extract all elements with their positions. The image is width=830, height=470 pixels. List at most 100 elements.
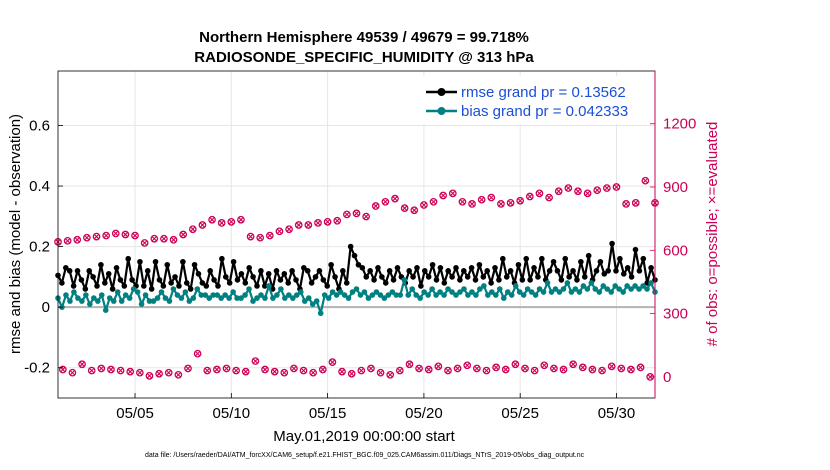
series-point xyxy=(605,268,611,274)
obs-evaluated-marker xyxy=(637,364,644,370)
series-point xyxy=(156,277,163,283)
obs-evaluated-marker xyxy=(498,201,504,207)
series-point xyxy=(234,277,241,283)
obs-possible-marker xyxy=(169,235,178,244)
obs-evaluated-marker xyxy=(527,193,533,200)
series-point xyxy=(441,292,447,298)
series-point xyxy=(469,289,475,295)
series-point xyxy=(238,271,245,277)
obs-possible-marker xyxy=(294,221,303,229)
series-point xyxy=(226,280,233,286)
obs-possible-marker xyxy=(92,232,101,241)
obs-possible-marker xyxy=(583,189,592,198)
series-point xyxy=(461,268,467,274)
series-point xyxy=(389,289,396,295)
series-point xyxy=(309,301,316,307)
obs-evaluated-marker xyxy=(402,205,408,211)
series-point xyxy=(125,255,132,262)
obs-evaluated-marker xyxy=(233,367,239,374)
obs-possible-marker xyxy=(198,221,207,229)
series-point xyxy=(566,274,572,280)
obs-evaluated-marker xyxy=(238,217,244,223)
obs-evaluated-marker xyxy=(633,200,639,206)
series-point xyxy=(254,283,260,289)
series-point xyxy=(601,271,608,277)
y-right-axis-label: # of obs: o=possible; ×=evaluated xyxy=(704,122,721,347)
obs-evaluated-marker xyxy=(300,367,307,374)
obs-possible-marker xyxy=(424,365,433,374)
series-point xyxy=(616,286,622,292)
series-point xyxy=(190,295,197,301)
series-point xyxy=(226,295,232,301)
obs-evaluated-marker xyxy=(65,238,71,244)
obs-evaluated-marker xyxy=(349,371,355,377)
series-point xyxy=(137,258,143,265)
series-point xyxy=(67,298,73,304)
legend-background xyxy=(420,76,646,124)
obs-evaluated-marker xyxy=(156,371,162,377)
obs-evaluated-marker xyxy=(522,365,528,372)
series-point xyxy=(238,295,244,301)
obs-possible-marker xyxy=(222,364,231,373)
obs-evaluated-marker xyxy=(426,366,432,373)
obs-possible-marker xyxy=(497,200,505,208)
obs-possible-marker xyxy=(492,363,500,372)
y-right-tick-label: 1200 xyxy=(663,116,696,133)
series-point xyxy=(473,292,479,298)
series-point xyxy=(405,292,412,298)
series-point xyxy=(313,298,320,304)
series-point xyxy=(397,292,404,298)
obs-evaluated-marker xyxy=(175,372,181,378)
series-point xyxy=(453,292,459,298)
obs-possible-marker xyxy=(63,236,72,245)
series-point xyxy=(194,286,201,292)
series-point xyxy=(343,280,350,286)
series-point xyxy=(457,277,463,283)
obs-possible-marker xyxy=(280,368,289,377)
series-point xyxy=(437,289,443,295)
obs-count-series xyxy=(54,176,659,381)
series-point xyxy=(597,258,604,265)
obs-possible-marker xyxy=(400,204,409,212)
obs-possible-marker xyxy=(564,184,573,192)
series-point xyxy=(63,265,69,271)
obs-evaluated-marker xyxy=(190,226,196,232)
obs-series xyxy=(54,176,659,247)
obs-possible-marker xyxy=(164,368,173,377)
obs-possible-marker xyxy=(429,197,438,206)
series-point xyxy=(162,295,169,301)
series-point xyxy=(620,289,626,295)
obs-evaluated-marker xyxy=(474,365,480,372)
series-point xyxy=(82,286,89,292)
obs-evaluated-marker xyxy=(209,217,215,223)
obs-possible-marker xyxy=(501,365,510,374)
series-point xyxy=(568,289,575,295)
obs-possible-marker xyxy=(97,364,106,373)
series-point xyxy=(109,286,116,292)
obs-evaluated-marker xyxy=(146,373,153,379)
obs-evaluated-marker xyxy=(551,365,557,372)
series-point xyxy=(535,274,541,280)
series-point xyxy=(445,268,451,274)
series-point xyxy=(574,277,580,283)
series-point xyxy=(130,286,137,292)
series-point xyxy=(585,252,592,259)
series-point xyxy=(528,289,535,295)
series-point xyxy=(297,289,304,295)
obs-possible-marker xyxy=(588,365,597,374)
obs-evaluated-marker xyxy=(69,370,76,376)
bias-series xyxy=(55,277,658,317)
obs-possible-marker xyxy=(525,192,534,201)
obs-possible-marker xyxy=(516,196,525,205)
obs-evaluated-marker xyxy=(536,190,543,196)
obs-evaluated-marker xyxy=(281,370,287,376)
series-point xyxy=(417,295,423,301)
series-point xyxy=(488,280,494,286)
series-point xyxy=(604,286,611,292)
series-point xyxy=(254,295,260,301)
obs-evaluated-marker xyxy=(296,222,302,228)
obs-evaluated-marker xyxy=(546,194,552,201)
y-right-tick-label: 300 xyxy=(663,306,688,323)
obs-evaluated-marker xyxy=(214,366,220,373)
